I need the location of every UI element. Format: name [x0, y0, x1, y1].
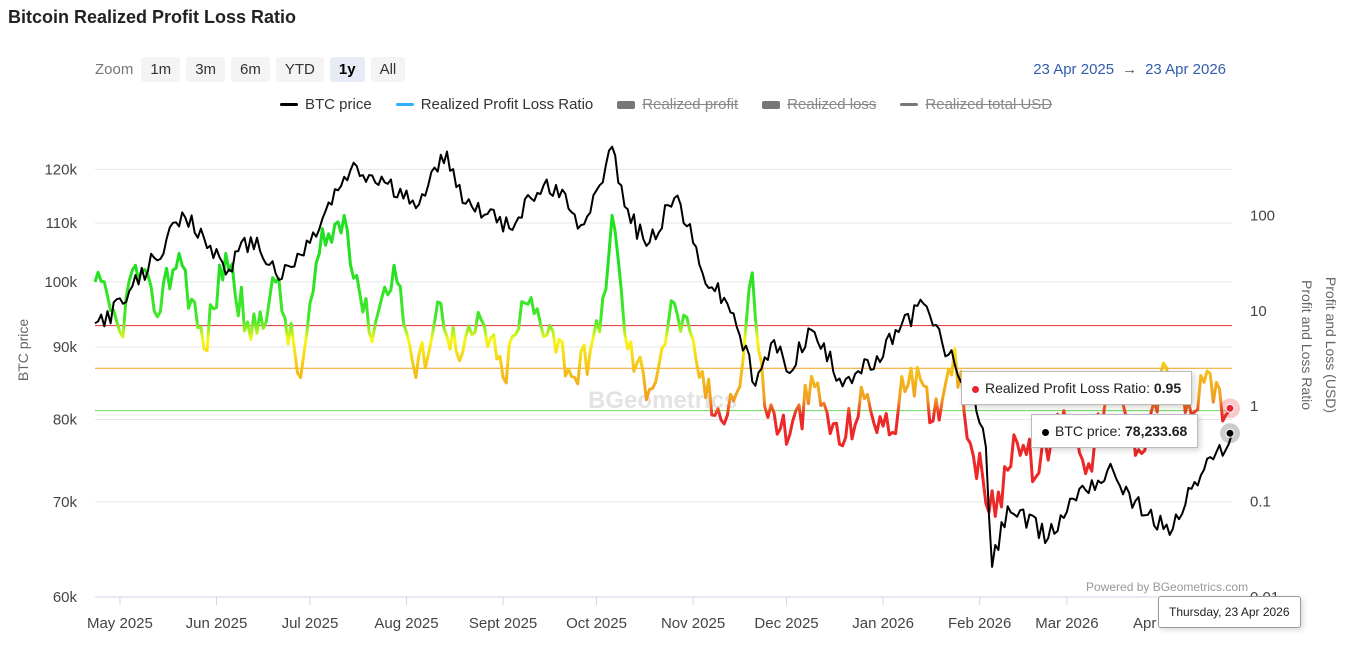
y-right-axis-title: Profit and Loss Ratio: [1299, 280, 1315, 410]
tooltip-ratio-value: 0.95: [1153, 380, 1182, 396]
tooltip-ratio-label: Realized Profit Loss Ratio:: [985, 380, 1154, 396]
ratio-hover-point: [1225, 403, 1235, 413]
x-tick-label: Jul 2025: [282, 615, 339, 632]
tooltip-ratio: Realized Profit Loss Ratio: 0.95: [961, 371, 1193, 405]
y-left-axis-title: BTC price: [15, 319, 31, 381]
y-left-tick-label: 120k: [44, 161, 77, 178]
range-arrow: →: [1122, 61, 1138, 78]
y-left-tick-label: 100k: [44, 274, 77, 291]
y-right-tick-label: 0.1: [1250, 494, 1271, 511]
chart-legend: BTC price Realized Profit Loss Ratio Rea…: [280, 96, 1052, 113]
hover-markers: [1220, 398, 1240, 444]
legend-item-realized-profit[interactable]: Realized profit: [617, 96, 738, 113]
tooltip-price-label: BTC price:: [1055, 423, 1126, 439]
zoom-bar: Zoom 1m 3m 6m YTD 1y All: [95, 57, 406, 82]
range-from[interactable]: 23 Apr 2025: [1033, 61, 1115, 78]
watermark: BGeometrics: [588, 387, 737, 414]
y-right-axis-title-2: Profit and Loss (USD): [1323, 277, 1339, 413]
x-tick-label: Mar 2026: [1035, 615, 1098, 632]
y-left-tick-label: 60k: [53, 589, 78, 606]
x-tick-label: Jun 2025: [186, 615, 248, 632]
zoom-ytd-button[interactable]: YTD: [275, 57, 324, 82]
x-axis-tooltip: Thursday, 23 Apr 2026: [1158, 596, 1301, 628]
chart-title: Bitcoin Realized Profit Loss Ratio: [8, 7, 297, 27]
legend-label: Realized loss: [787, 96, 877, 113]
x-tick-label: Dec 2025: [754, 615, 818, 632]
zoom-1m-button[interactable]: 1m: [141, 57, 181, 82]
axes: 60k70k80k90k100k110k120k0.010.1110100BTC…: [15, 161, 1339, 632]
y-left-tick-label: 110k: [46, 215, 78, 232]
legend-line-swatch-btc: [280, 103, 298, 106]
legend-box-swatch-loss: [762, 100, 781, 109]
y-right-tick-label: 1: [1250, 398, 1258, 415]
price-hover-point: [1225, 428, 1235, 438]
legend-item-realized-total[interactable]: Realized total USD: [900, 96, 1052, 113]
zoom-3m-button[interactable]: 3m: [186, 57, 226, 82]
legend-line-swatch-ratio: [395, 103, 414, 106]
x-tick-label: Feb 2026: [948, 615, 1011, 632]
x-tick-label: Sept 2025: [469, 615, 537, 632]
y-left-tick-label: 80k: [53, 412, 78, 429]
tooltip-price: BTC price: 78,233.68: [1031, 414, 1199, 448]
x-tick-label: May 2025: [87, 615, 153, 632]
zoom-label: Zoom: [95, 61, 134, 78]
y-left-tick-label: 90k: [53, 339, 78, 356]
legend-label: BTC price: [305, 96, 372, 113]
y-right-tick-label: 100: [1250, 207, 1275, 224]
y-right-tick-label: 10: [1250, 303, 1267, 320]
x-tick-label: Nov 2025: [661, 615, 725, 632]
ratio-series-line: [93, 213, 1234, 518]
legend-label: Realized profit: [642, 96, 739, 113]
legend-label: Realized total USD: [925, 96, 1053, 113]
legend-item-btc-price[interactable]: BTC price: [280, 96, 372, 113]
zoom-6m-button[interactable]: 6m: [231, 57, 270, 82]
credits-link[interactable]: Powered by BGeometrics.com: [1086, 580, 1249, 594]
x-tick-label: Jan 2026: [852, 615, 914, 632]
legend-line-swatch-total: [900, 103, 919, 106]
legend-item-realized-loss[interactable]: Realized loss: [762, 96, 876, 113]
tooltip-price-dot: [1042, 428, 1049, 436]
zoom-all-button[interactable]: All: [370, 57, 406, 82]
date-range: 23 Apr 2025 → 23 Apr 2026: [1033, 61, 1226, 78]
range-to[interactable]: 23 Apr 2026: [1145, 61, 1226, 78]
series-group: [93, 145, 1234, 568]
x-tick-label: Oct 2025: [566, 615, 627, 632]
btc-price-series-line: [94, 145, 1233, 568]
tooltip-price-value: 78,233.68: [1125, 423, 1188, 439]
legend-label: Realized Profit Loss Ratio: [420, 96, 594, 113]
zoom-1y-button[interactable]: 1y: [329, 57, 365, 82]
y-left-tick-label: 70k: [53, 494, 78, 511]
tooltip-ratio-dot: [972, 385, 979, 393]
legend-item-ratio[interactable]: Realized Profit Loss Ratio: [395, 96, 594, 113]
legend-box-swatch-profit: [617, 100, 636, 109]
x-tick-label: Aug 2025: [374, 615, 438, 632]
